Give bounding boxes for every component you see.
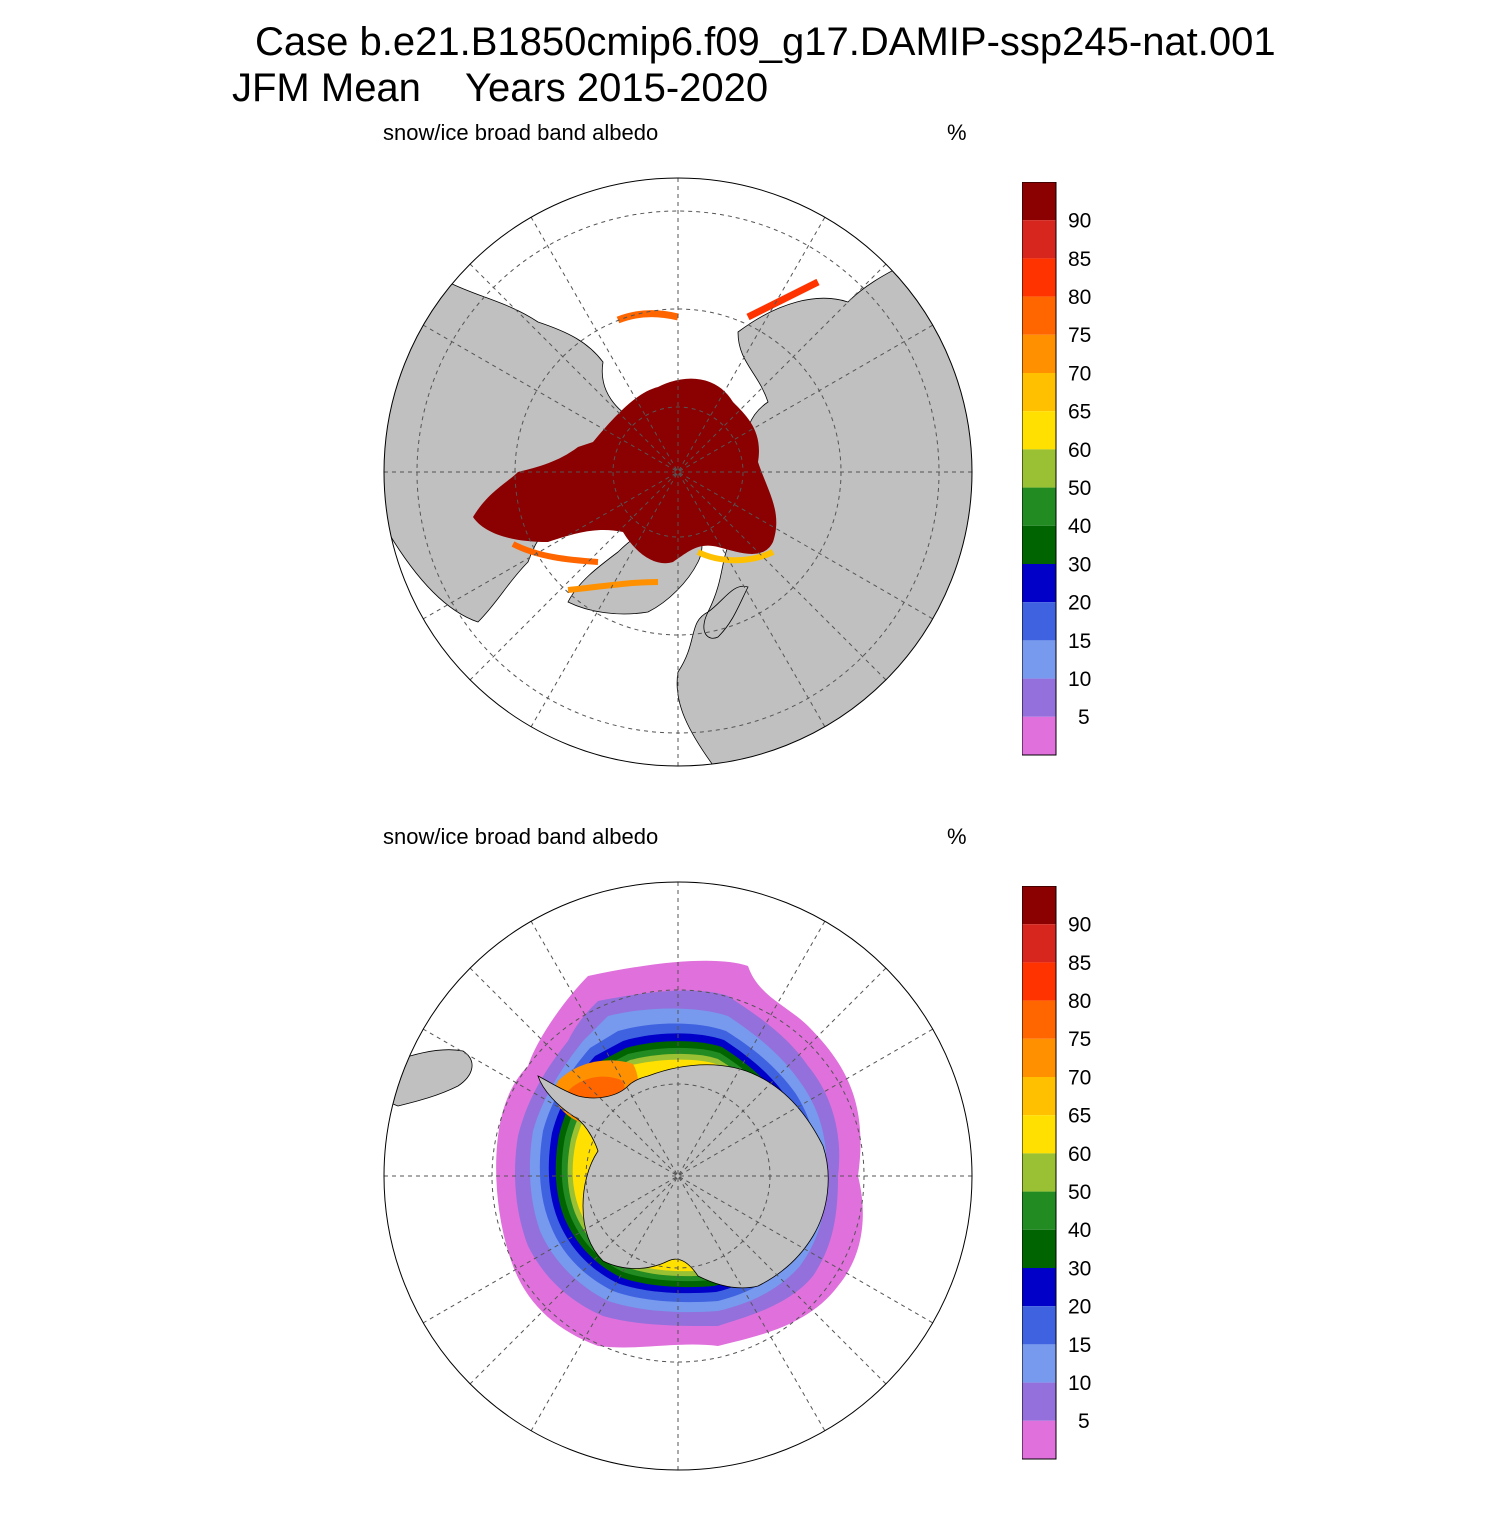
colorbar-swatch [1022, 602, 1056, 641]
colorbar-label: 85 [1068, 952, 1091, 975]
colorbar-swatch [1022, 182, 1056, 221]
colorbar-swatch [1022, 1306, 1056, 1345]
colorbar-label: 70 [1068, 362, 1091, 385]
colorbar-swatch [1022, 1077, 1056, 1116]
colorbar-label: 20 [1068, 592, 1091, 615]
colorbar-label: 15 [1068, 630, 1091, 653]
south-panel: snow/ice broad band albedo % [0, 814, 1500, 1518]
colorbar-label: 5 [1078, 1410, 1090, 1433]
colorbar-swatch [1022, 678, 1056, 717]
colorbar-swatch [1022, 1115, 1056, 1154]
north-polar-map [383, 177, 973, 767]
panel-title: snow/ice broad band albedo [383, 824, 659, 849]
colorbar-swatch [1022, 1382, 1056, 1421]
season-label: JFM Mean [232, 66, 421, 110]
colorbar-label: 60 [1068, 439, 1091, 462]
colorbar-label: 60 [1068, 1143, 1091, 1166]
colorbar-label: 90 [1068, 914, 1091, 937]
colorbar-label: 40 [1068, 1219, 1091, 1242]
colorbar-label: 80 [1068, 990, 1091, 1013]
lat-lon-grid [384, 882, 972, 1470]
colorbar-swatch [1022, 487, 1056, 526]
colorbar-swatch [1022, 962, 1056, 1001]
colorbar-swatch [1022, 334, 1056, 373]
colorbar-swatch [1022, 220, 1056, 259]
colorbar-swatch [1022, 1153, 1056, 1192]
colorbar-label: 65 [1068, 401, 1091, 424]
colorbar-swatches [1022, 182, 1056, 755]
arctic-sea-ice [473, 378, 777, 564]
colorbar-label: 90 [1068, 210, 1091, 233]
colorbar-swatches [1022, 886, 1056, 1459]
colorbar-swatch [1022, 1038, 1056, 1077]
colorbar-label: 80 [1068, 286, 1091, 309]
colorbar-label: 70 [1068, 1066, 1091, 1089]
colorbar-swatch [1022, 640, 1056, 679]
north-panel: snow/ice broad band albedo % [0, 110, 1500, 814]
panel-units: % [947, 120, 967, 145]
ice-edge-band [696, 549, 775, 564]
colorbar: 90 85 80 75 70 65 60 50 40 30 20 15 10 5 [1022, 182, 1091, 756]
colorbar-label: 50 [1068, 1181, 1091, 1204]
colorbar-swatch [1022, 1344, 1056, 1383]
season-title: JFM Mean Years 2015-2020 [232, 66, 768, 111]
colorbar-swatch [1022, 296, 1056, 335]
colorbar-label: 65 [1068, 1105, 1091, 1128]
colorbar-label: 20 [1068, 1296, 1091, 1319]
years-label: Years 2015-2020 [464, 66, 769, 110]
south-polar-map [383, 881, 973, 1471]
colorbar-label: 30 [1068, 553, 1091, 576]
colorbar-swatch [1022, 716, 1056, 755]
colorbar-label: 30 [1068, 1257, 1091, 1280]
ice-edge-band [746, 278, 820, 321]
colorbar-swatch [1022, 449, 1056, 488]
colorbar-swatch [1022, 1420, 1056, 1459]
colorbar-swatch [1022, 1268, 1056, 1307]
ice-edge-band [616, 310, 679, 324]
colorbar-label: 50 [1068, 477, 1091, 500]
colorbar-swatch [1022, 924, 1056, 963]
colorbar-label: 5 [1078, 706, 1090, 729]
case-title: Case b.e21.B1850cmip6.f09_g17.DAMIP-ssp2… [255, 20, 1276, 64]
colorbar-label: 40 [1068, 515, 1091, 538]
colorbar-swatch [1022, 1229, 1056, 1268]
colorbar-label: 10 [1068, 1372, 1091, 1395]
colorbar-swatch [1022, 258, 1056, 297]
colorbar: 90 85 80 75 70 65 60 50 40 30 20 15 10 5 [1022, 886, 1091, 1460]
colorbar-swatch [1022, 373, 1056, 412]
colorbar-swatch [1022, 1000, 1056, 1039]
colorbar-swatch [1022, 525, 1056, 564]
colorbar-labels: 90 85 80 75 70 65 60 50 40 30 20 15 10 5 [1068, 210, 1091, 730]
colorbar-swatch [1022, 886, 1056, 925]
colorbar-swatch [1022, 564, 1056, 603]
colorbar-label: 75 [1068, 324, 1091, 347]
lat-lon-grid [384, 178, 972, 766]
colorbar-labels: 90 85 80 75 70 65 60 50 40 30 20 15 10 5 [1068, 914, 1091, 1434]
panel-title: snow/ice broad band albedo [383, 120, 659, 145]
colorbar-label: 85 [1068, 248, 1091, 271]
colorbar-label: 75 [1068, 1028, 1091, 1051]
colorbar-swatch [1022, 411, 1056, 450]
colorbar-label: 15 [1068, 1334, 1091, 1357]
panel-units: % [947, 824, 967, 849]
colorbar-label: 10 [1068, 668, 1091, 691]
ice-edge-band [567, 579, 659, 593]
colorbar-swatch [1022, 1191, 1056, 1230]
